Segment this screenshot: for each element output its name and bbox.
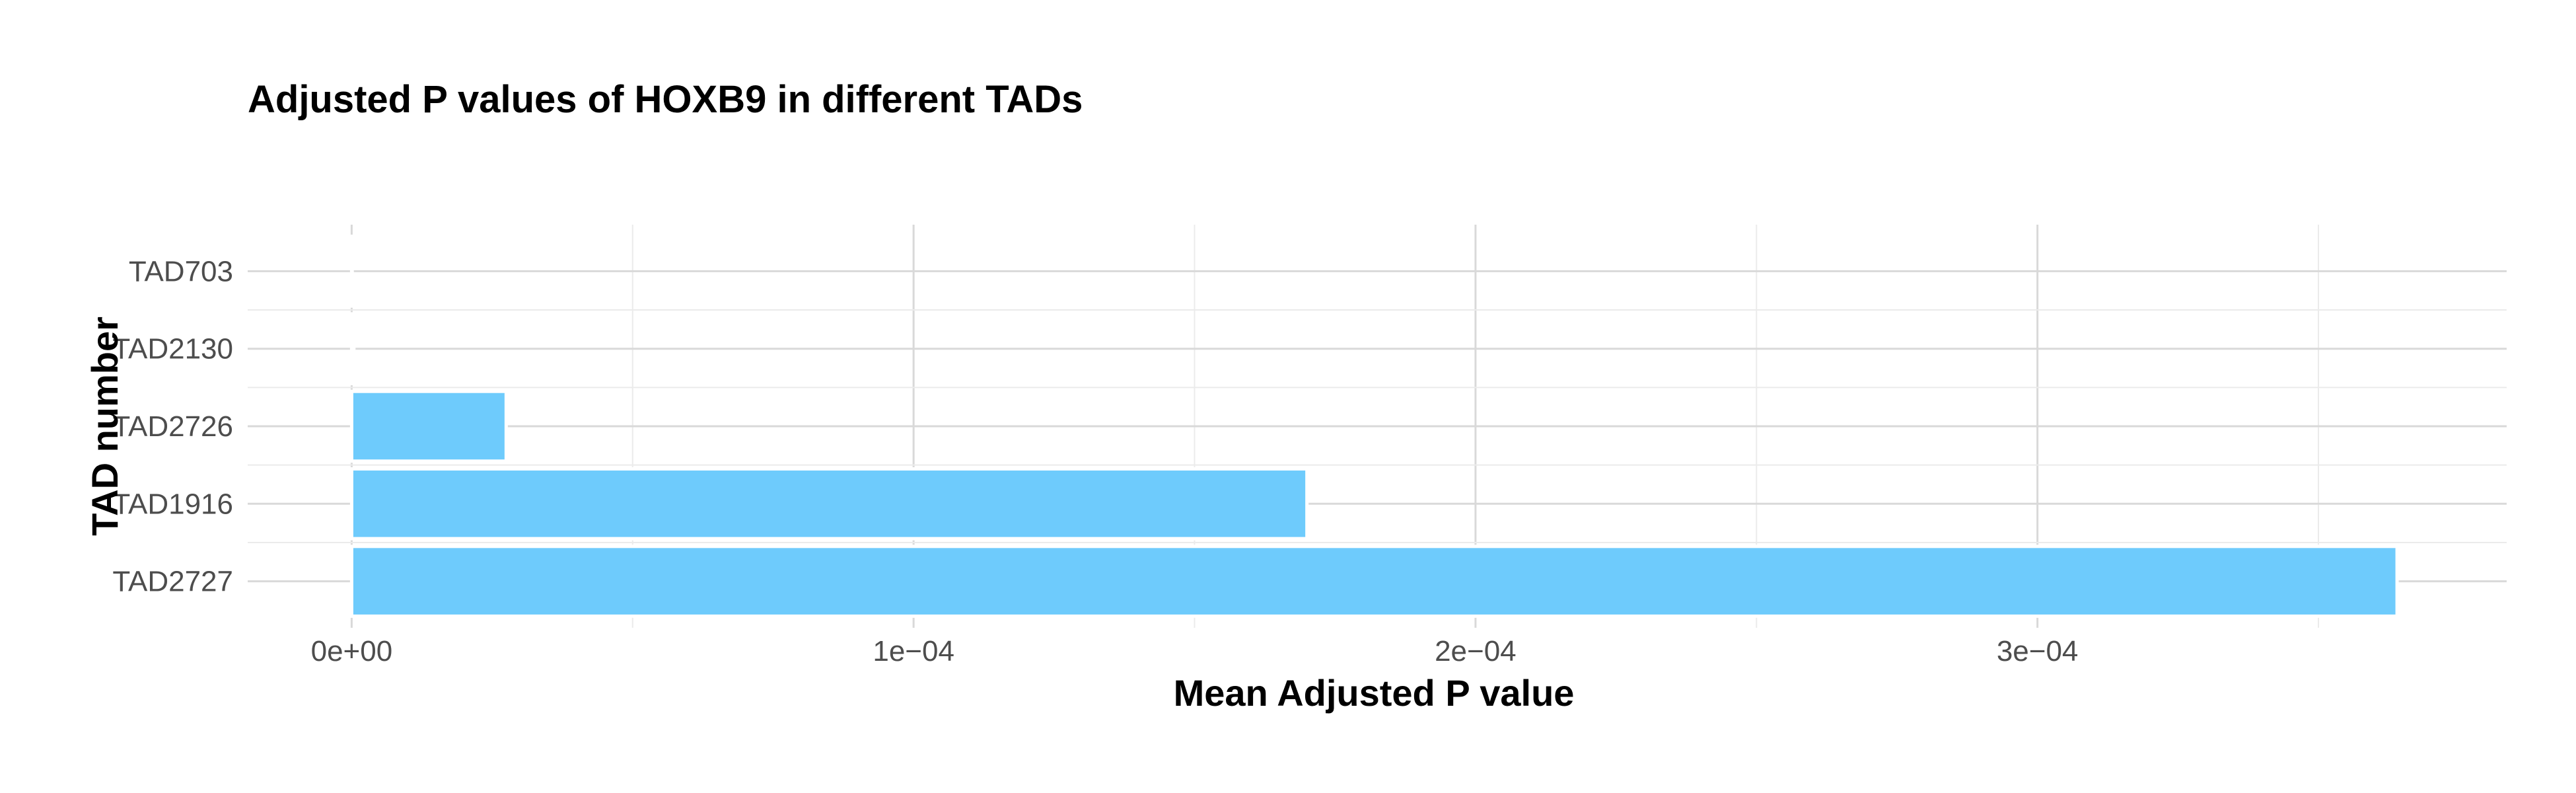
x-tick-label-0: 0e+00 bbox=[311, 635, 393, 667]
y-tick-label-tad703: TAD703 bbox=[129, 255, 233, 287]
x-tick-label-3: 3e−04 bbox=[1997, 635, 2079, 667]
bars bbox=[349, 235, 2399, 618]
bar-tad2130 bbox=[349, 312, 356, 385]
chart-title: Adjusted P values of HOXB9 in different … bbox=[248, 78, 1083, 121]
bar-tad2727 bbox=[349, 545, 2399, 618]
bar-tad1916 bbox=[349, 467, 1309, 541]
y-tick-label-tad1916: TAD1916 bbox=[112, 488, 233, 520]
y-tick-label-tad2130: TAD2130 bbox=[112, 333, 233, 365]
bar-tad2726 bbox=[349, 389, 508, 463]
y-axis-ticks: TAD703 TAD2130 TAD2726 TAD1916 TAD2727 bbox=[112, 255, 233, 597]
x-tick-label-2: 2e−04 bbox=[1435, 635, 1517, 667]
y-axis-title: TAD number bbox=[84, 317, 125, 536]
x-tick-label-1: 1e−04 bbox=[873, 635, 954, 667]
y-tick-label-tad2727: TAD2727 bbox=[112, 566, 233, 598]
x-axis-title: Mean Adjusted P value bbox=[1174, 672, 1575, 714]
bar-tad703 bbox=[349, 235, 354, 308]
y-tick-label-tad2726: TAD2726 bbox=[112, 410, 233, 443]
x-axis-ticks: 0e+00 1e−04 2e−04 3e−04 bbox=[311, 635, 2079, 667]
